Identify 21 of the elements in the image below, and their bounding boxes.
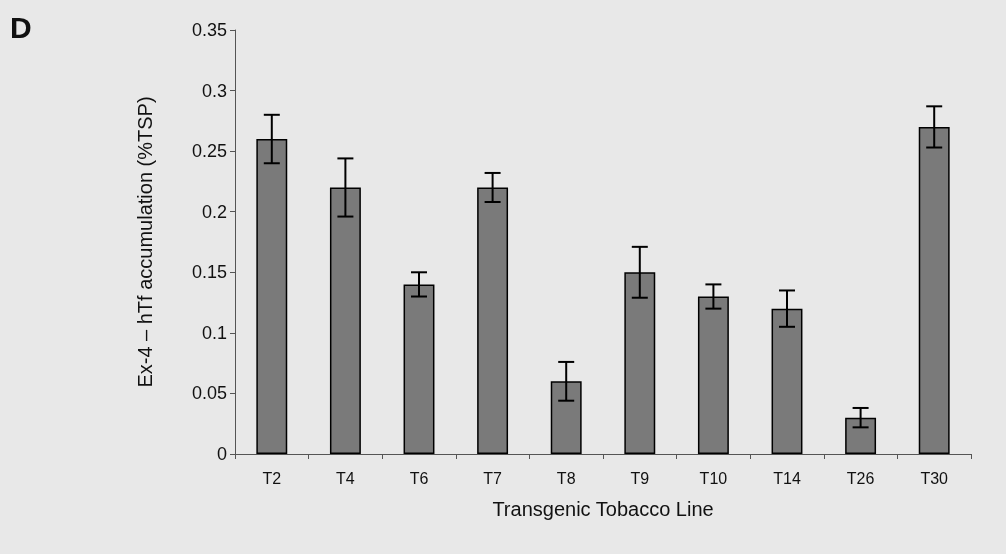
y-tick-label: 0.25	[191, 141, 227, 162]
y-tick-label: 0.2	[201, 201, 227, 222]
x-tick-label: T6	[409, 469, 429, 487]
y-axis-title: Ex-4 – hTf accumulation (%TSP)	[134, 96, 156, 388]
x-tick-label: T26	[846, 469, 875, 487]
x-tick-label: T10	[699, 469, 728, 487]
x-tick-label: T14	[773, 469, 801, 487]
y-tick-label: 0.35	[191, 20, 227, 40]
x-tick-label: T9	[630, 469, 650, 487]
x-tick-label: T30	[920, 469, 949, 487]
y-tick-label: 0.1	[201, 322, 227, 343]
x-tick-label: T2	[262, 469, 282, 487]
x-tick-label: T4	[336, 469, 355, 487]
x-axis-title: Transgenic Tobacco Line	[492, 498, 714, 520]
x-tick-label: T8	[556, 469, 576, 487]
y-tick-label: 0	[216, 444, 227, 464]
y-tick-label: 0.15	[191, 262, 227, 283]
y-tick-label: 0.05	[191, 383, 227, 404]
text: D	[10, 10, 32, 44]
y-tick-label: 0.3	[201, 80, 227, 101]
x-tick-label: T7	[483, 469, 503, 487]
